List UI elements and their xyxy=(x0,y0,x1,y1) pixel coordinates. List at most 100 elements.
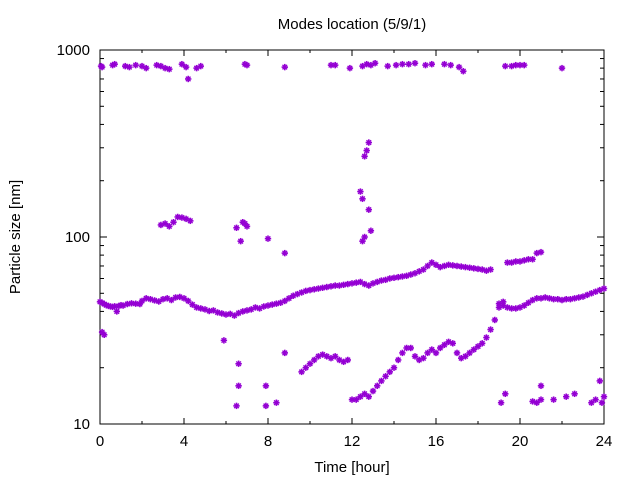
data-point xyxy=(395,273,402,281)
data-point xyxy=(474,265,482,273)
data-point xyxy=(159,295,167,303)
data-point xyxy=(302,364,309,371)
data-point xyxy=(592,396,599,403)
data-point xyxy=(359,195,366,203)
data-point xyxy=(470,346,477,353)
data-point xyxy=(182,63,190,71)
data-points xyxy=(96,59,608,410)
data-point xyxy=(361,233,368,241)
data-point xyxy=(600,285,608,292)
data-point xyxy=(367,227,375,234)
data-point xyxy=(455,63,463,71)
data-point xyxy=(384,62,391,70)
x-axis: 0 4 8 12 16 20 24 xyxy=(96,50,613,450)
data-point xyxy=(344,356,351,364)
data-point xyxy=(332,61,339,69)
data-point xyxy=(441,341,448,349)
data-point xyxy=(405,60,412,68)
data-point xyxy=(285,295,293,302)
data-point xyxy=(363,147,370,154)
data-point xyxy=(600,393,608,400)
data-point xyxy=(390,364,398,371)
data-point xyxy=(399,60,406,68)
data-point xyxy=(491,316,498,324)
data-point xyxy=(371,59,379,67)
data-point xyxy=(422,61,429,69)
data-point xyxy=(178,60,186,68)
data-point xyxy=(516,61,524,69)
data-point xyxy=(445,261,452,269)
data-point xyxy=(281,349,288,357)
data-point xyxy=(306,360,314,367)
data-point xyxy=(311,356,318,364)
data-point xyxy=(497,399,505,406)
data-point xyxy=(332,353,339,360)
data-point xyxy=(197,62,204,70)
data-point xyxy=(374,382,381,390)
data-point xyxy=(243,61,251,69)
data-point xyxy=(596,377,603,385)
data-point xyxy=(441,60,448,68)
data-point xyxy=(571,390,578,398)
data-point xyxy=(166,223,173,230)
data-point xyxy=(281,249,288,257)
data-point xyxy=(220,337,228,344)
data-point xyxy=(252,304,259,311)
data-point xyxy=(407,344,414,352)
data-point xyxy=(449,340,456,347)
data-point xyxy=(273,399,280,406)
data-point xyxy=(243,223,251,230)
data-point xyxy=(411,59,419,67)
data-point xyxy=(502,390,509,398)
plot-frame xyxy=(99,49,605,425)
data-point xyxy=(206,307,213,315)
data-point xyxy=(500,298,507,306)
data-point xyxy=(281,63,288,71)
data-point xyxy=(495,304,503,311)
data-point xyxy=(487,266,494,273)
data-point xyxy=(214,309,221,316)
data-point xyxy=(233,224,240,231)
data-point xyxy=(189,301,196,308)
data-point xyxy=(262,382,270,390)
x-tick-label: 24 xyxy=(596,433,613,450)
data-point xyxy=(101,331,108,338)
y-tick-label: 100 xyxy=(65,229,90,246)
data-point xyxy=(567,295,574,303)
data-point xyxy=(598,399,606,406)
data-point xyxy=(166,65,173,73)
data-point xyxy=(550,396,557,403)
data-point xyxy=(353,396,360,403)
data-point xyxy=(113,308,120,315)
data-point xyxy=(420,266,427,273)
data-point xyxy=(392,61,400,69)
data-point xyxy=(399,349,406,357)
data-point xyxy=(111,60,118,68)
data-point xyxy=(235,382,242,390)
data-point xyxy=(365,139,372,146)
data-point xyxy=(361,390,368,398)
x-tick-label: 8 xyxy=(264,433,272,450)
data-point xyxy=(533,399,540,406)
data-point xyxy=(533,295,540,302)
data-point xyxy=(233,402,240,410)
x-tick-label: 16 xyxy=(428,433,445,450)
data-point xyxy=(525,256,532,263)
data-point xyxy=(98,63,106,71)
data-point xyxy=(382,373,389,380)
x-tick-label: 0 xyxy=(96,433,104,450)
data-point xyxy=(369,387,377,395)
data-point xyxy=(262,402,270,410)
y-axis: 10 100 1000 xyxy=(57,42,604,433)
data-point xyxy=(483,334,490,341)
data-point xyxy=(161,220,169,227)
data-point xyxy=(151,297,158,304)
data-point xyxy=(386,368,393,376)
data-point xyxy=(575,294,582,301)
data-point xyxy=(474,343,482,350)
data-point xyxy=(365,206,372,213)
data-point xyxy=(346,64,354,72)
data-point xyxy=(525,299,532,306)
data-point xyxy=(487,326,494,333)
x-tick-label: 20 xyxy=(512,433,529,450)
